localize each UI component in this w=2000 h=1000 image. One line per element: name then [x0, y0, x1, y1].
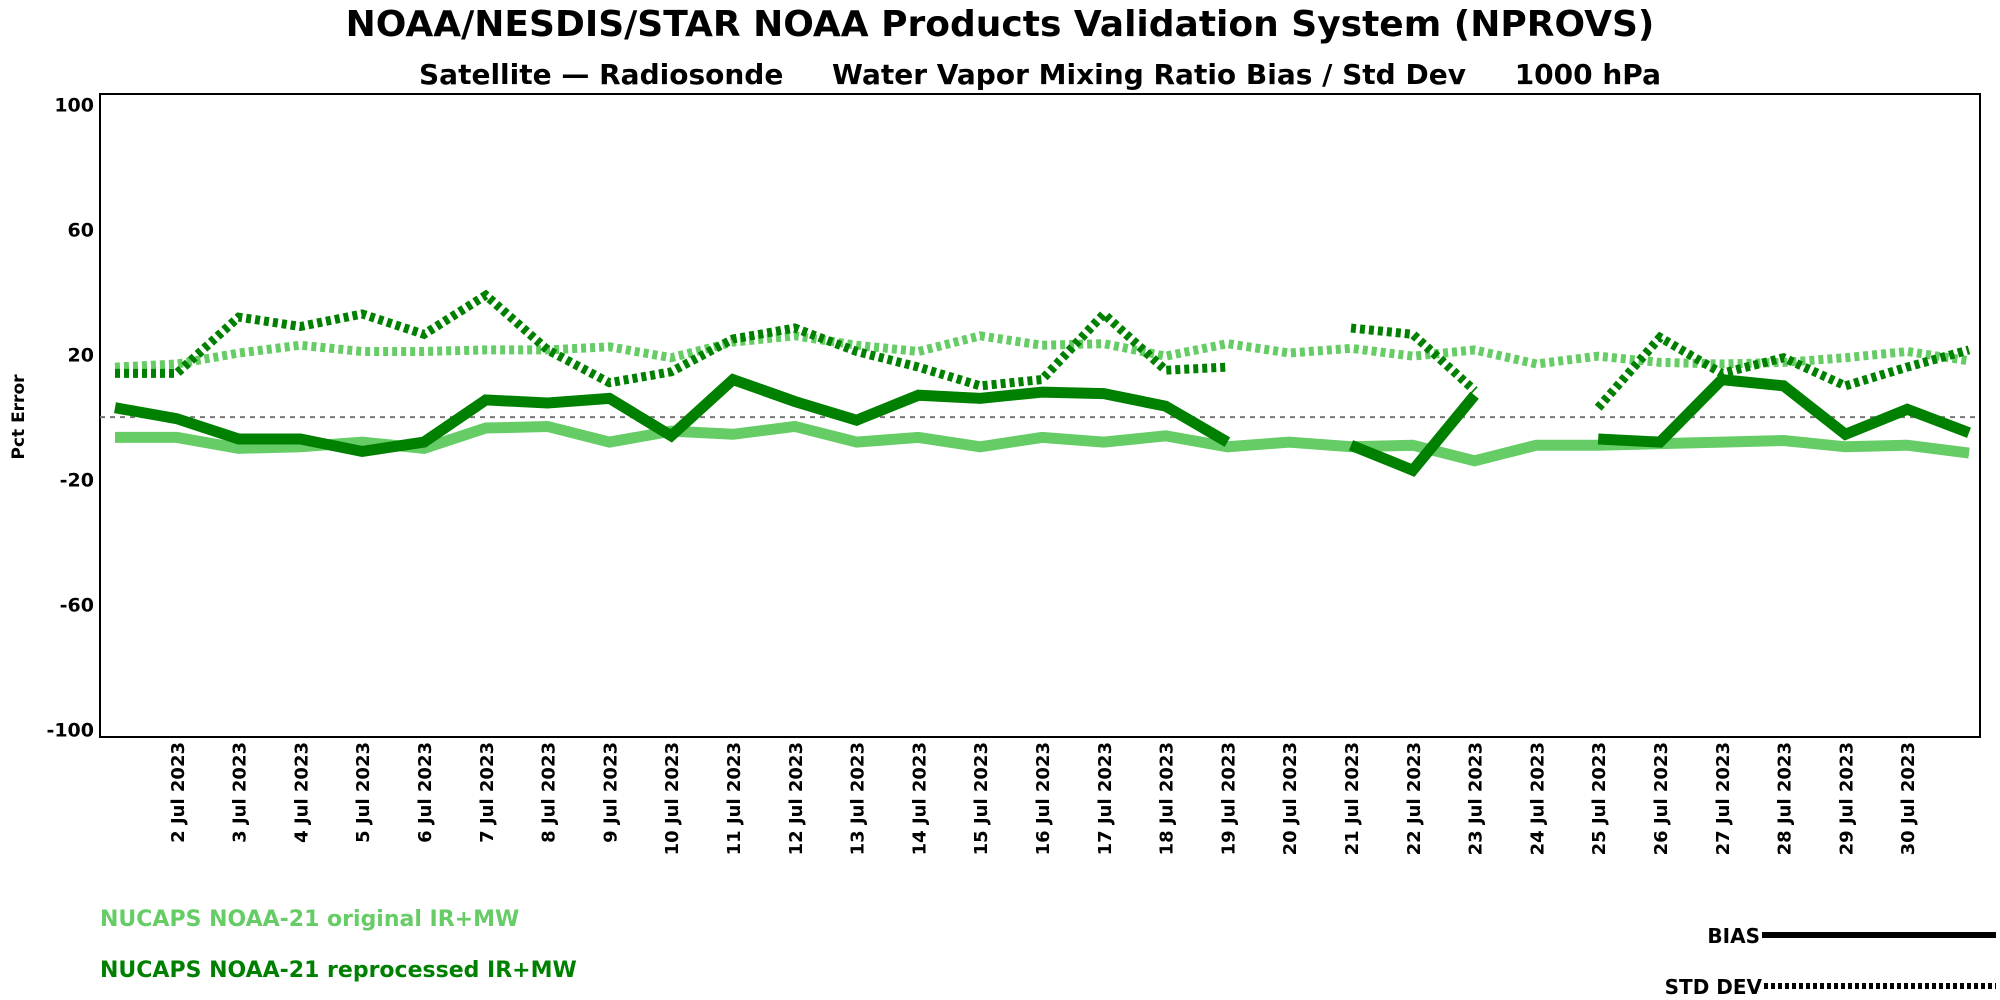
chart-title: NOAA/NESDIS/STAR NOAA Products Validatio…	[346, 4, 1655, 45]
y-tick-label: 60	[68, 220, 94, 242]
y-tick-label: 100	[54, 95, 94, 117]
x-tick-label: 9 Jul 2023	[600, 742, 621, 843]
x-tick-label: 23 Jul 2023	[1466, 742, 1487, 855]
series-line-bias	[114, 373, 1231, 458]
series-1-std	[114, 331, 1970, 372]
x-tick-label: 5 Jul 2023	[353, 742, 374, 843]
x-tick-label: 19 Jul 2023	[1218, 742, 1239, 855]
x-tick-label: 2 Jul 2023	[168, 742, 189, 843]
x-tick-label: 11 Jul 2023	[724, 742, 745, 855]
x-tick-label: 13 Jul 2023	[848, 742, 869, 855]
x-tick-label: 21 Jul 2023	[1342, 742, 1363, 855]
x-tick-label: 29 Jul 2023	[1836, 742, 1857, 855]
series-2-bias	[114, 373, 1971, 477]
legend-style-bias: BIAS	[1707, 924, 1760, 948]
legend-item-original: NUCAPS NOAA-21 original IR+MW	[100, 907, 519, 932]
x-tick-label: 22 Jul 2023	[1404, 742, 1425, 855]
series-line-bias	[1597, 373, 1971, 448]
x-tick-label: 7 Jul 2023	[477, 742, 498, 843]
x-tick-label: 28 Jul 2023	[1775, 742, 1796, 855]
x-tick-label: 18 Jul 2023	[1157, 742, 1178, 855]
series-line-std	[1350, 323, 1478, 394]
chart-subtitle: Satellite — Radiosonde Water Vapor Mixin…	[419, 58, 1661, 91]
series-line-std	[114, 331, 1970, 372]
series-line-std	[115, 289, 1228, 391]
x-tick-label: 15 Jul 2023	[971, 742, 992, 855]
series-3-std	[115, 289, 1971, 411]
y-tick-label: -20	[60, 470, 94, 492]
plot-frame	[99, 93, 1981, 738]
series-line-bias	[1348, 391, 1479, 477]
y-tick-label: 20	[68, 345, 94, 367]
x-tick-label: 16 Jul 2023	[1033, 742, 1054, 855]
x-tick-label: 14 Jul 2023	[909, 742, 930, 855]
legend-style-std-dev: STD DEV	[1665, 975, 1763, 999]
x-tick-label: 24 Jul 2023	[1527, 742, 1548, 855]
y-tick-label: -60	[60, 595, 94, 617]
legend-item-reprocessed: NUCAPS NOAA-21 reprocessed IR+MW	[100, 958, 577, 983]
x-tick-label: 26 Jul 2023	[1651, 742, 1672, 855]
x-tick-label: 17 Jul 2023	[1095, 742, 1116, 855]
series-line-std	[1594, 331, 1971, 411]
x-tick-label: 6 Jul 2023	[415, 742, 436, 843]
x-tick-label: 27 Jul 2023	[1713, 742, 1734, 855]
x-tick-label: 4 Jul 2023	[291, 742, 312, 843]
x-tick-label: 30 Jul 2023	[1898, 742, 1919, 855]
y-axis-label: Pct Error	[9, 374, 29, 460]
y-tick-label: -100	[46, 720, 94, 742]
x-tick-label: 12 Jul 2023	[786, 742, 807, 855]
x-tick-label: 8 Jul 2023	[539, 742, 560, 843]
x-tick-label: 25 Jul 2023	[1589, 742, 1610, 855]
x-tick-label: 10 Jul 2023	[662, 742, 683, 855]
x-tick-label: 3 Jul 2023	[230, 742, 251, 843]
x-tick-label: 20 Jul 2023	[1280, 742, 1301, 855]
